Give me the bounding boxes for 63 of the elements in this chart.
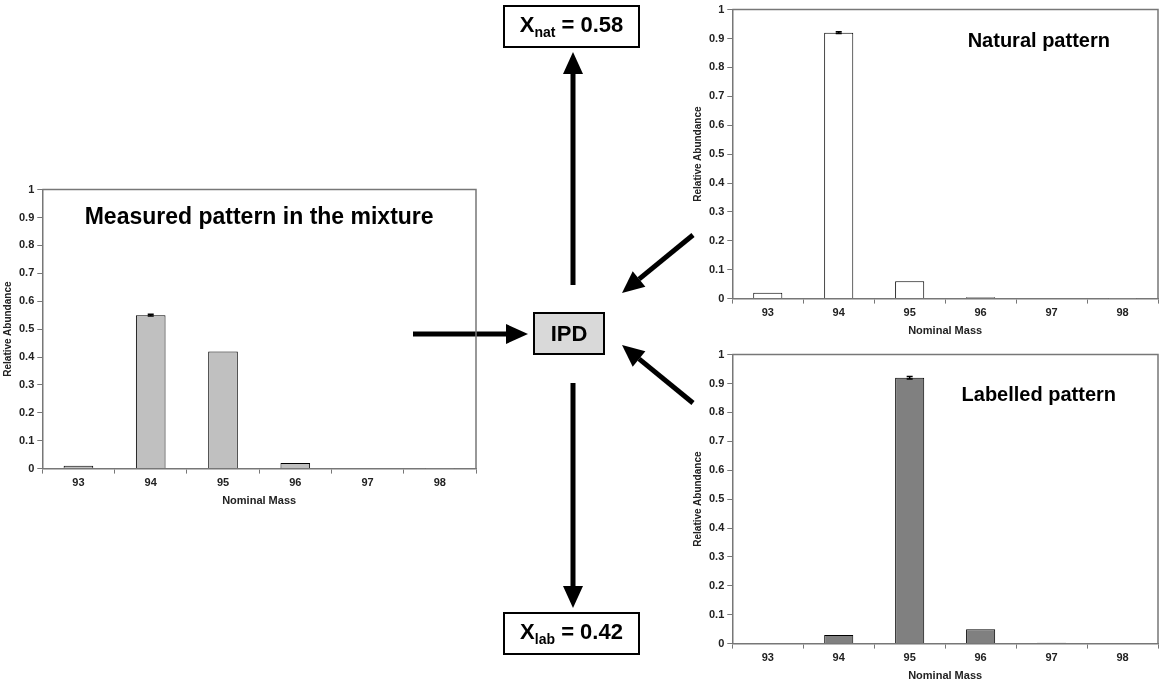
y-tick-label: 0: [28, 461, 35, 474]
x-tick-label: 98: [1116, 306, 1129, 319]
y-tick-label: 0.4: [708, 521, 726, 534]
y-tick-label: 0.1: [708, 262, 725, 275]
y-axis-title: Relative Abundance: [691, 106, 703, 202]
y-tick-label: 0.1: [708, 607, 725, 620]
y-tick-label: 0.7: [708, 89, 725, 102]
y-tick-label: 0.9: [18, 210, 35, 223]
y-tick-label: 0.9: [708, 31, 725, 44]
x-tick-label: 95: [903, 651, 916, 664]
y-tick-label: 0.4: [708, 176, 726, 189]
x-axis-title: Nominal Mass: [908, 324, 983, 337]
x-tick-label: 95: [903, 306, 916, 319]
text: Labelled pattern: [961, 382, 1117, 405]
y-tick-label: 0.3: [708, 549, 725, 562]
x-tick-label: 96: [974, 306, 987, 319]
x-axis-title: Nominal Mass: [908, 669, 983, 682]
y-tick-label: 0.6: [18, 294, 35, 307]
text: X$_{lab}$ = 0.42: [520, 619, 623, 648]
y-tick-label: 0: [718, 636, 725, 649]
y-tick-label: 0.5: [18, 322, 35, 335]
y-tick-label: 0.6: [708, 463, 725, 476]
x-tick-label: 94: [144, 476, 158, 489]
x-tick-label: 94: [832, 306, 846, 319]
y-tick-label: 0.8: [18, 238, 35, 251]
y-tick-label: 0.1: [18, 433, 35, 446]
x-axis-title: Nominal Mass: [222, 494, 297, 507]
x-tick-label: 97: [1045, 306, 1058, 319]
y-tick-label: 0: [718, 291, 725, 304]
y-tick-label: 0.2: [708, 233, 725, 246]
y-tick-label: 0.8: [708, 405, 725, 418]
text: Measured pattern in the mixture: [84, 202, 434, 229]
x-tick-label: 93: [761, 306, 774, 319]
text: X$_{nat}$ = 0.58: [519, 12, 624, 41]
x-tick-label: 93: [72, 476, 85, 489]
x-tick-label: 97: [361, 476, 374, 489]
y-tick-label: 0.9: [708, 376, 725, 389]
y-tick-label: 0.2: [708, 578, 725, 591]
text: Natural pattern: [967, 28, 1110, 51]
y-tick-label: 1: [718, 347, 725, 360]
y-tick-label: 0.2: [18, 405, 35, 418]
y-tick-label: 0.7: [18, 266, 35, 279]
text: IPD: [550, 320, 588, 347]
y-tick-label: 0.3: [18, 377, 35, 390]
x-tick-label: 98: [433, 476, 446, 489]
y-tick-label: 0.5: [708, 492, 725, 505]
y-tick-label: 1: [718, 2, 725, 15]
x-tick-label: 98: [1116, 651, 1129, 664]
y-tick-label: 0.5: [708, 147, 725, 160]
y-axis-title: Relative Abundance: [691, 451, 703, 547]
y-tick-label: 0.8: [708, 60, 725, 73]
x-tick-label: 96: [974, 651, 987, 664]
x-tick-label: 93: [761, 651, 774, 664]
x-tick-label: 95: [216, 476, 230, 489]
y-tick-label: 0.6: [708, 118, 725, 131]
y-axis-title: Relative Abundance: [1, 281, 13, 377]
y-tick-label: 0.3: [708, 204, 725, 217]
y-tick-label: 1: [28, 182, 35, 195]
x-tick-label: 97: [1045, 651, 1058, 664]
x-tick-label: 94: [832, 651, 846, 664]
y-tick-label: 0.7: [708, 434, 725, 447]
y-tick-label: 0.4: [18, 350, 36, 363]
x-tick-label: 96: [289, 476, 302, 489]
